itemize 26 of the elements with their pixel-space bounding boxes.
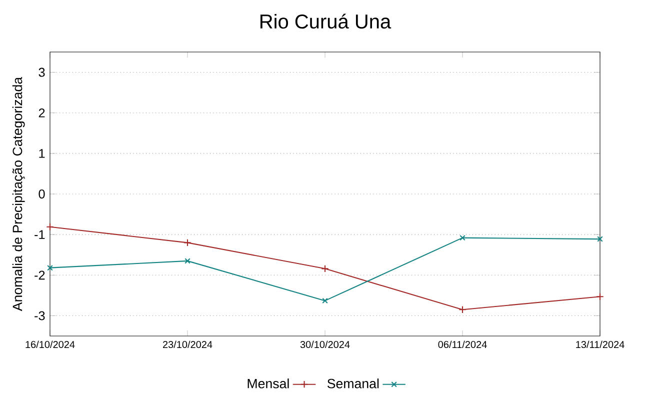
y-axis-title: Anomalia de Precipitação Categorizada bbox=[12, 76, 25, 312]
x-tick-label: 23/10/2024 bbox=[162, 340, 212, 348]
point bbox=[184, 258, 190, 264]
y-tick-label: -3 bbox=[34, 311, 45, 320]
x-tick-label: 16/10/2024 bbox=[26, 340, 75, 348]
y-tick-label: 3 bbox=[38, 68, 45, 77]
point bbox=[596, 292, 604, 301]
point bbox=[184, 238, 192, 247]
chart-title: Rio Curuá Una bbox=[260, 14, 392, 29]
point bbox=[458, 306, 466, 314]
x-tick-label: 06/11/2024 bbox=[438, 340, 487, 348]
x-tick-label: 13/11/2024 bbox=[576, 340, 624, 348]
y-tick-label: -2 bbox=[34, 270, 45, 280]
point bbox=[322, 298, 328, 304]
legend-label: Semanal bbox=[327, 378, 379, 388]
legend-label: Mensal bbox=[248, 378, 289, 388]
point bbox=[46, 223, 54, 231]
y-tick-label: 0 bbox=[38, 190, 45, 198]
y-tick-label: 2 bbox=[38, 108, 45, 118]
point bbox=[321, 264, 329, 273]
point bbox=[47, 264, 53, 271]
y-tick-label: -1 bbox=[34, 230, 45, 239]
point bbox=[460, 234, 466, 241]
y-tick-label: 1 bbox=[39, 149, 45, 158]
x-tick-label: 30/10/2024 bbox=[300, 340, 350, 348]
point bbox=[597, 236, 603, 242]
